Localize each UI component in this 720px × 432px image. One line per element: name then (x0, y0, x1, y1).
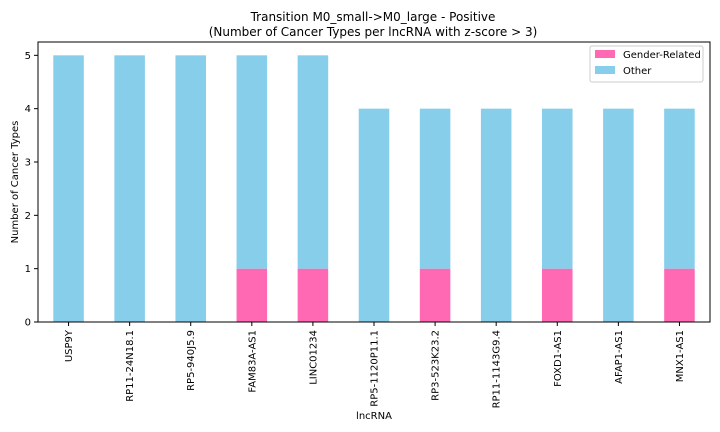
y-axis-label: Number of Cancer Types (10, 121, 21, 244)
chart-subtitle: (Number of Cancer Types per lncRNA with … (209, 25, 538, 39)
legend-label-gender-related: Gender-Related (623, 50, 701, 61)
y-tick-label: 3 (25, 158, 31, 169)
plot-frame (37, 41, 711, 323)
bar-other (419, 108, 451, 269)
bar-other (297, 55, 329, 269)
bar-other (480, 108, 512, 323)
y-axis-ticks: 0 1 2 3 4 5 (25, 51, 38, 329)
y-tick-label: 1 (25, 264, 31, 275)
bar-other (664, 108, 695, 269)
x-tick-label: RP5-940J5.9 (186, 330, 197, 391)
x-tick-label: AFAP1-AS1 (614, 330, 625, 384)
x-tick-label: RP3-523K23.2 (431, 330, 442, 401)
x-axis-label: lncRNA (356, 411, 392, 422)
x-tick-label: USP9Y (64, 329, 75, 362)
bar-gender-related (419, 268, 451, 322)
legend-swatch-gender-related (595, 50, 615, 58)
bar-other (358, 108, 390, 323)
bar-gender-related (236, 268, 268, 322)
x-tick-label: RP11-24N18.1 (125, 330, 136, 402)
legend-label-other: Other (623, 66, 652, 77)
y-tick-label: 2 (25, 211, 31, 222)
bar-other (175, 55, 206, 322)
x-tick-label: LINC01234 (308, 330, 319, 385)
x-tick-label: FOXD1-AS1 (553, 330, 564, 387)
legend-box (589, 45, 704, 83)
x-tick-label: RP5-1120P11.1 (370, 330, 381, 407)
x-tick-label: FAM83A-AS1 (247, 330, 258, 393)
bar-gender-related (297, 268, 329, 322)
y-tick-label: 0 (25, 318, 31, 329)
bar-other (236, 55, 268, 269)
bars-group (53, 55, 695, 323)
chart-title: Transition M0_small->M0_large - Positive (250, 10, 496, 24)
y-tick-label: 5 (25, 51, 31, 62)
x-tick-label: RP11-1143G9.4 (492, 330, 503, 408)
bar-other (542, 108, 573, 269)
y-tick-label: 4 (25, 104, 31, 115)
legend-swatch-other (595, 66, 615, 74)
x-tick-label: MNX1-AS1 (675, 330, 686, 382)
x-axis-ticks: USP9Y RP11-24N18.1 RP5-940J5.9 FAM83A-AS1 LI… (64, 322, 686, 408)
bar-other (53, 55, 84, 322)
bar-gender-related (664, 268, 695, 322)
bar-other (114, 55, 145, 322)
bar-other (603, 108, 634, 323)
bar-gender-related (542, 268, 573, 322)
legend: Gender-Related Other (589, 45, 704, 83)
